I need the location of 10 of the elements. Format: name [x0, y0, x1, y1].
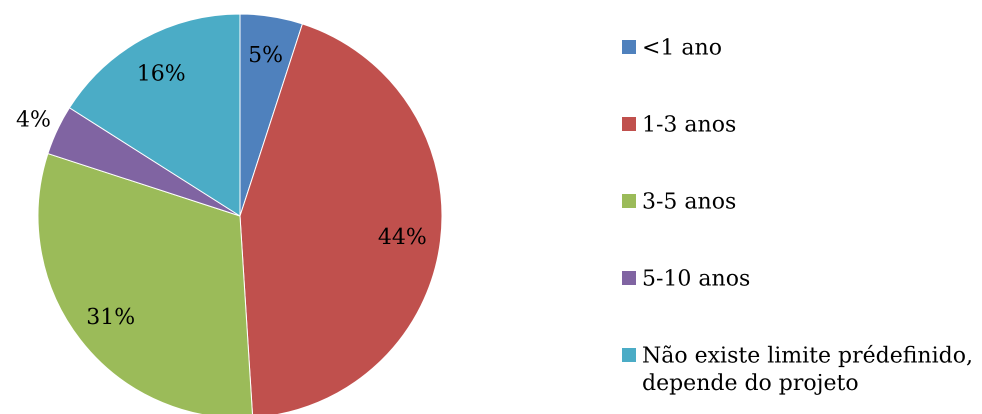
data-label: 16%	[136, 61, 186, 86]
data-label: 5%	[248, 43, 284, 68]
data-label: 31%	[86, 304, 136, 330]
data-label: 4%	[16, 108, 51, 133]
legend-label: <1 ano	[642, 36, 722, 61]
legend-label: Não existe limite prédefinido, depende do projeto	[642, 344, 973, 396]
legend-label: 3-5 anos	[642, 190, 736, 215]
data-label: 44%	[378, 225, 427, 250]
legend-label: 1-3 anos	[642, 112, 736, 138]
legend-label: 5-10 anos	[642, 266, 750, 292]
